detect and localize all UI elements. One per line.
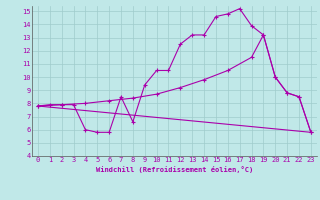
X-axis label: Windchill (Refroidissement éolien,°C): Windchill (Refroidissement éolien,°C)	[96, 166, 253, 173]
